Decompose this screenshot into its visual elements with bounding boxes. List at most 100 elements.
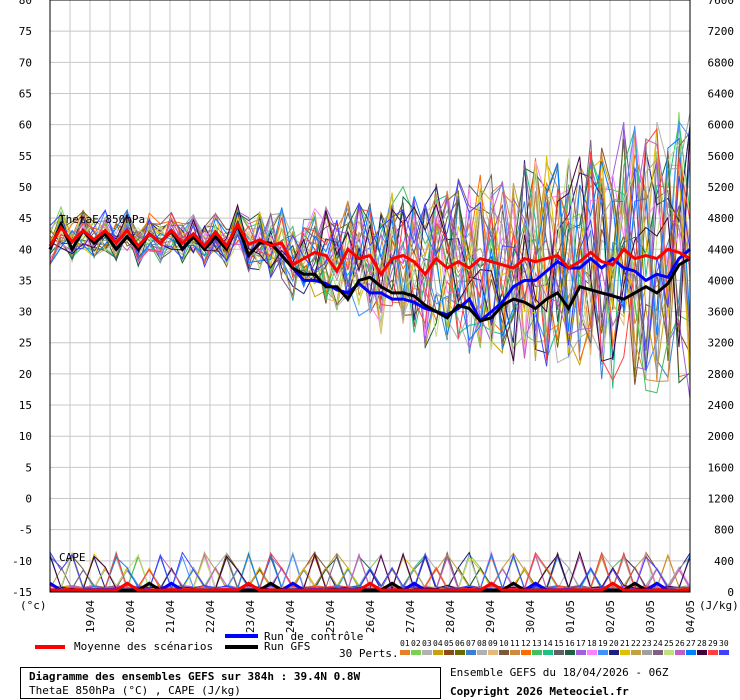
pert-swatch (642, 650, 652, 655)
pert-line (49, 126, 691, 351)
footer-run: Ensemble GEFS du 18/04/2026 - 06Z (450, 666, 669, 679)
pert-swatch (411, 650, 421, 655)
pert-line (49, 151, 691, 381)
pert-line (49, 124, 691, 361)
series-line (48, 221, 691, 277)
right-tick-label: 5200 (708, 181, 735, 194)
legend-gfs-swatch (225, 645, 258, 649)
grid-lines (49, 0, 691, 593)
pert-number: 10 (499, 639, 509, 648)
left-tick-label: 70 (19, 56, 32, 69)
left-tick-label: -5 (19, 524, 32, 537)
pert-number: 15 (554, 639, 564, 648)
pert-number: 01 (400, 639, 410, 648)
pert-swatch (576, 650, 586, 655)
left-tick-label: 15 (19, 399, 32, 412)
pert-number: 29 (708, 639, 718, 648)
perturbation-lines (49, 112, 691, 399)
x-tick-label: 20/04 (124, 600, 137, 633)
pert-swatch (488, 650, 498, 655)
pert-swatch (499, 650, 509, 655)
info-box: Diagramme des ensembles GEFS sur 384h : … (20, 667, 441, 699)
cape-series-line (50, 581, 690, 592)
right-tick-label: 800 (714, 524, 734, 537)
pert-number: 25 (664, 639, 674, 648)
left-axis-unit: (°c) (20, 599, 47, 612)
pert-number: 26 (675, 639, 685, 648)
main-series-lines (48, 220, 691, 592)
pert-number: 18 (587, 639, 597, 648)
footer-copyright: Copyright 2026 Meteociel.fr (450, 685, 629, 698)
pert-swatch (455, 650, 465, 655)
x-tick-label: 03/05 (644, 600, 657, 633)
legend-control-label: Run de contrôle (264, 630, 364, 643)
right-tick-label: 5600 (708, 150, 735, 163)
left-tick-label: 55 (19, 150, 32, 163)
right-axis-unit: (J/kg) (699, 599, 739, 612)
x-tick-label: 01/05 (564, 600, 577, 633)
pert-swatch (620, 650, 630, 655)
right-tick-label: 6000 (708, 119, 735, 132)
legend-perts-label: 30 Perts. (339, 647, 399, 660)
pert-swatch (609, 650, 619, 655)
pert-number: 21 (620, 639, 630, 648)
right-tick-label: 0 (727, 586, 734, 599)
pert-number: 08 (477, 639, 487, 648)
right-tick-label: 1600 (708, 461, 735, 474)
pert-swatch (510, 650, 520, 655)
pert-number: 16 (565, 639, 575, 648)
pert-line (49, 139, 691, 370)
pert-swatch (598, 650, 608, 655)
pert-number: 19 (598, 639, 608, 648)
cape-pert-line (49, 551, 691, 591)
thetae-panel-label: ThetaE 850hPa (59, 213, 145, 226)
legend-control-swatch (225, 634, 258, 638)
pert-number: 07 (466, 639, 476, 648)
pert-number: 22 (631, 639, 641, 648)
right-tick-label: 4800 (708, 212, 735, 225)
pert-number: 06 (455, 639, 465, 648)
right-tick-label: 6800 (708, 56, 735, 69)
left-tick-label: 80 (19, 0, 32, 7)
left-tick-label: 75 (19, 25, 32, 38)
x-tick-label: 24/04 (284, 600, 297, 633)
plot-frame (49, 0, 691, 593)
x-tick-label: 26/04 (364, 600, 377, 633)
pert-swatch (686, 650, 696, 655)
x-axis-ticks: 19/04 20/04 21/04 22/04 23/04 24/04 25/04 26/04… (84, 600, 697, 633)
x-tick-label: 19/04 (84, 600, 97, 633)
pert-swatch (444, 650, 454, 655)
pert-number: 09 (488, 639, 498, 648)
pert-swatch (631, 650, 641, 655)
right-tick-label: 7200 (708, 25, 735, 38)
pert-number: 17 (576, 639, 586, 648)
left-tick-label: 35 (19, 274, 32, 287)
right-tick-label: 2000 (708, 430, 735, 443)
pert-swatch (653, 650, 663, 655)
left-tick-label: 65 (19, 87, 32, 100)
left-tick-label: 30 (19, 306, 32, 319)
left-tick-label: 60 (19, 119, 32, 132)
right-tick-label: 2400 (708, 399, 735, 412)
legend-mean-label: Moyenne des scénarios (74, 640, 214, 653)
pert-number: 11 (510, 639, 520, 648)
pert-swatch (565, 650, 575, 655)
pert-swatch (664, 650, 674, 655)
left-tick-label: 10 (19, 430, 32, 443)
right-tick-label: 2800 (708, 368, 735, 381)
pert-line (49, 138, 691, 359)
pert-swatch (708, 650, 718, 655)
pert-number: 20 (609, 639, 619, 648)
pert-line (49, 121, 691, 399)
pert-swatch (466, 650, 476, 655)
right-tick-label: 6400 (708, 87, 735, 100)
right-tick-label: 4000 (708, 274, 735, 287)
pert-number: 30 (719, 639, 729, 648)
x-tick-label: 02/05 (604, 600, 617, 633)
x-tick-label: 04/05 (684, 600, 697, 633)
pert-number: 02 (411, 639, 421, 648)
info-subtitle: ThetaE 850hPa (°C) , CAPE (J/kg) (29, 684, 241, 697)
pert-swatch (477, 650, 487, 655)
pert-swatch (554, 650, 564, 655)
